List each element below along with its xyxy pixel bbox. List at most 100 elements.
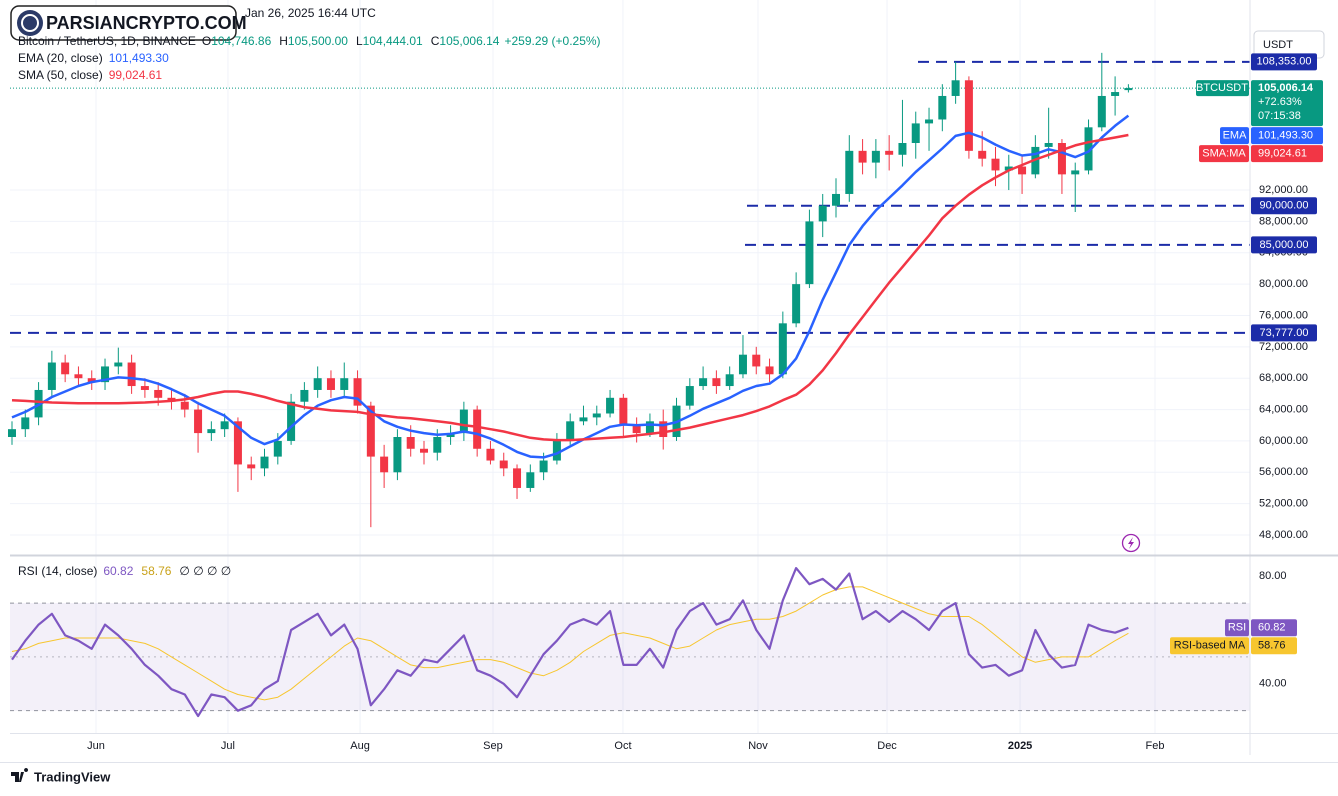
candle-body	[287, 401, 296, 441]
y-tick-label: 72,000.00	[1259, 341, 1308, 353]
level-label: 73,777.00	[1260, 327, 1309, 339]
candle-body	[127, 362, 136, 387]
y-tick-label: 52,000.00	[1259, 498, 1308, 510]
candle-body	[273, 440, 282, 457]
candle-body	[938, 95, 947, 120]
candle-body	[101, 366, 110, 383]
candle-body	[459, 409, 468, 434]
overlay-value-tag	[1251, 145, 1323, 163]
candle-body	[61, 362, 70, 375]
overlay-value-tag	[1251, 127, 1323, 145]
candle-body	[114, 362, 123, 367]
ohlc-key: O	[202, 34, 211, 48]
x-tick-label: Jul	[221, 740, 235, 752]
candle-body	[552, 440, 561, 461]
candle-body	[7, 429, 16, 438]
rsi-ma-line	[11, 586, 1129, 701]
candle-body	[898, 143, 907, 155]
candle-body	[87, 378, 96, 383]
change-label: +259.29 (+0.25%)	[504, 34, 600, 48]
rsi-tag-label: RSI	[1228, 622, 1246, 634]
rsi-ma-value-tag	[1251, 637, 1297, 655]
candle-body	[433, 437, 442, 453]
symbol-title: Bitcoin / TetherUS, 1D, BINANCE	[18, 34, 196, 48]
plot-layer	[7, 0, 1250, 733]
candle-body	[180, 401, 189, 410]
candle-body	[1071, 170, 1080, 175]
candle-body	[473, 409, 482, 449]
candle-body	[752, 354, 761, 367]
rsi-tag	[1225, 619, 1249, 637]
candle-body	[725, 374, 734, 387]
candle-body	[911, 123, 920, 144]
level-label: 90,000.00	[1260, 200, 1309, 212]
candle-body	[1097, 95, 1106, 128]
y-tick-label: 68,000.00	[1259, 372, 1308, 384]
rsi-value: 60.82	[103, 564, 133, 578]
ohlc-key: H	[279, 34, 288, 48]
rsi-value-label: 60.82	[1258, 622, 1286, 634]
y-tick-label: 60,000.00	[1259, 435, 1308, 447]
rsi-ma-value: 58.76	[141, 564, 171, 578]
y-tick-label: 76,000.00	[1259, 309, 1308, 321]
candle-body	[592, 413, 601, 418]
ticker-tag	[1196, 80, 1249, 97]
rsi-ma-value-label: 58.76	[1258, 640, 1286, 652]
candle-body	[1084, 127, 1093, 171]
ohlc-key: C	[431, 34, 440, 48]
candle-body	[964, 80, 973, 151]
rsi-tick-label: 40.00	[1259, 678, 1287, 690]
candle-body	[645, 421, 654, 434]
candle-body	[805, 221, 814, 285]
countdown-label: 07:15:38	[1258, 110, 1301, 122]
change-pct-label: +72.63%	[1258, 96, 1302, 108]
y-tick-label: 64,000.00	[1259, 403, 1308, 415]
candle-body	[340, 378, 349, 390]
footer-brand[interactable]: TradingView	[34, 769, 111, 784]
candle-body	[486, 448, 495, 461]
overlay-line	[11, 133, 1129, 442]
y-tick-label: 92,000.00	[1259, 184, 1308, 196]
symbol-legend: Bitcoin / TetherUS, 1D, BINANCE O104,746.…	[18, 34, 601, 48]
candle-body	[220, 421, 229, 430]
overlay-line	[11, 114, 1130, 459]
candle-body	[951, 80, 960, 96]
currency: USDT	[1263, 39, 1293, 51]
ohlc-value: 105,006.14	[439, 34, 499, 48]
rsi-ma-tag	[1170, 637, 1249, 655]
candle-body	[207, 429, 216, 434]
candle-body	[579, 417, 588, 422]
candle-body	[818, 205, 827, 222]
rsi-title: RSI (14, close)	[18, 564, 97, 578]
candle-body	[685, 386, 694, 406]
level-tag	[1251, 324, 1317, 342]
rsi-placeholders: ∅ ∅ ∅ ∅	[179, 564, 231, 578]
candle-body	[858, 150, 867, 163]
level-label: 85,000.00	[1260, 239, 1309, 251]
candle-body	[978, 150, 987, 159]
candle-body	[74, 374, 83, 379]
candle-body	[1044, 143, 1053, 147]
watermark-logo	[17, 10, 43, 36]
candle-body	[632, 425, 641, 434]
x-tick-label: 2025	[1008, 740, 1032, 752]
rsi-value-tag	[1251, 619, 1297, 637]
x-tick-label: Oct	[614, 740, 631, 752]
candle-body	[247, 464, 256, 469]
ohlc-key: L	[356, 34, 363, 48]
tradingview-logo	[11, 768, 29, 782]
candle-body	[699, 378, 708, 387]
x-tick-label: Aug	[350, 740, 370, 752]
candle-body	[1018, 166, 1027, 175]
candle-body	[499, 460, 508, 469]
level-tag	[1251, 236, 1317, 254]
last-price-label: 105,006.14	[1258, 82, 1314, 94]
candle-body	[1111, 92, 1120, 96]
candle-body	[326, 378, 335, 390]
overlay-value-label: 99,024.61	[1258, 147, 1307, 159]
candle-body	[606, 397, 615, 414]
candle-body	[154, 389, 163, 398]
ticker-label: BTCUSDT	[1196, 82, 1248, 94]
y-tick-label: 48,000.00	[1259, 529, 1308, 541]
candle-body	[991, 158, 1000, 171]
